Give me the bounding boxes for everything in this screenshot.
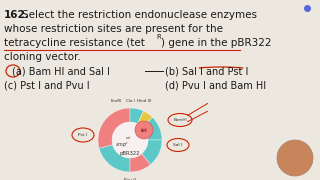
Text: EcoRI: EcoRI: [110, 99, 122, 103]
Text: pBR322: pBR322: [120, 152, 140, 156]
Text: R: R: [156, 34, 161, 40]
Text: Sal I: Sal I: [173, 143, 183, 147]
Text: cloning vector.: cloning vector.: [4, 52, 81, 62]
Text: ) gene in the pBR322: ) gene in the pBR322: [161, 38, 271, 48]
Wedge shape: [99, 145, 130, 172]
Circle shape: [135, 121, 153, 139]
Text: 162.: 162.: [4, 10, 30, 20]
Text: Hind III: Hind III: [137, 99, 151, 103]
Wedge shape: [141, 140, 162, 165]
Text: Cla I: Cla I: [125, 99, 134, 103]
Text: (c) Pst I and Pvu I: (c) Pst I and Pvu I: [4, 80, 90, 90]
Text: (a) Bam HI and Sal I: (a) Bam HI and Sal I: [12, 66, 110, 76]
Text: ori: ori: [125, 136, 131, 140]
Circle shape: [277, 140, 313, 176]
Circle shape: [277, 140, 313, 176]
Wedge shape: [143, 117, 162, 140]
Text: Select the restriction endonuclease enzymes: Select the restriction endonuclease enzy…: [22, 10, 257, 20]
Text: Pvu II: Pvu II: [124, 178, 136, 180]
Text: tet: tet: [140, 127, 148, 132]
Wedge shape: [98, 108, 130, 148]
Text: amp$^r$: amp$^r$: [115, 140, 129, 150]
Wedge shape: [130, 108, 144, 124]
Text: Pst I: Pst I: [78, 133, 88, 137]
Text: (b) Sal I and Pst I: (b) Sal I and Pst I: [165, 66, 248, 76]
Text: BamHI: BamHI: [173, 118, 187, 122]
Text: tetracycline resistance (tet: tetracycline resistance (tet: [4, 38, 145, 48]
Text: whose restriction sites are present for the: whose restriction sites are present for …: [4, 24, 223, 34]
Wedge shape: [138, 111, 153, 127]
Circle shape: [112, 122, 148, 158]
Text: (d) Pvu I and Bam HI: (d) Pvu I and Bam HI: [165, 80, 266, 90]
Wedge shape: [130, 154, 151, 172]
